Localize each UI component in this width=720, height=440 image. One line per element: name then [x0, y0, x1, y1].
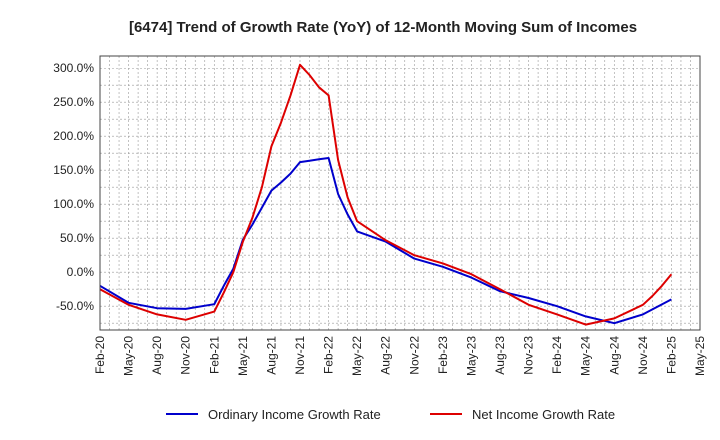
grid-lines: [99, 56, 701, 330]
series-lines: [99, 63, 673, 326]
x-tick-label: Aug-22: [379, 336, 393, 375]
y-tick-label: 100.0%: [53, 197, 94, 211]
legend-label: Net Income Growth Rate: [472, 407, 615, 422]
x-tick-label: May-24: [579, 336, 593, 376]
x-tick-label: Aug-23: [493, 336, 507, 375]
x-tick-label: Feb-20: [93, 336, 107, 374]
y-axis-ticks: -50.0% 0.0% 50.0% 100.0% 150.0% 200.0% 250.0% 3…: [53, 61, 94, 313]
x-tick-label: Aug-21: [264, 336, 278, 375]
legend-label: Ordinary Income Growth Rate: [208, 407, 381, 422]
x-axis-ticks: Feb-20 May-20 Aug-20 Nov-20 Feb-21 May-21 Aug-…: [93, 336, 707, 376]
x-tick-label: Nov-20: [179, 336, 193, 375]
x-tick-label: Nov-21: [293, 336, 307, 375]
plot-frame: [99, 55, 701, 331]
x-tick-label: Aug-24: [607, 336, 621, 375]
x-tick-label: May-25: [693, 336, 707, 376]
x-tick-label: Nov-24: [636, 336, 650, 375]
x-tick-label: Feb-21: [207, 336, 221, 374]
legend: Ordinary Income Growth Rate Net Income Gr…: [166, 407, 615, 422]
y-tick-label: 50.0%: [60, 231, 94, 245]
x-tick-label: May-20: [122, 336, 136, 376]
y-tick-label: 250.0%: [53, 95, 94, 109]
x-tick-label: May-23: [464, 336, 478, 376]
x-tick-label: Nov-22: [407, 336, 421, 375]
x-tick-label: May-21: [236, 336, 250, 376]
x-tick-label: Aug-20: [150, 336, 164, 375]
x-tick-label: Feb-25: [664, 336, 678, 374]
y-tick-label: 200.0%: [53, 129, 94, 143]
series-line: [99, 157, 672, 325]
y-tick-label: 0.0%: [67, 265, 95, 279]
y-tick-label: -50.0%: [56, 299, 94, 313]
x-tick-label: Nov-23: [522, 336, 536, 375]
x-tick-label: Feb-22: [322, 336, 336, 374]
y-tick-label: 300.0%: [53, 61, 94, 75]
series-line: [99, 63, 673, 326]
y-tick-label: 150.0%: [53, 163, 94, 177]
chart-title: [6474] Trend of Growth Rate (YoY) of 12-…: [129, 19, 637, 36]
x-tick-label: Feb-23: [436, 336, 450, 374]
x-tick-label: May-22: [350, 336, 364, 376]
x-tick-label: Feb-24: [550, 336, 564, 374]
